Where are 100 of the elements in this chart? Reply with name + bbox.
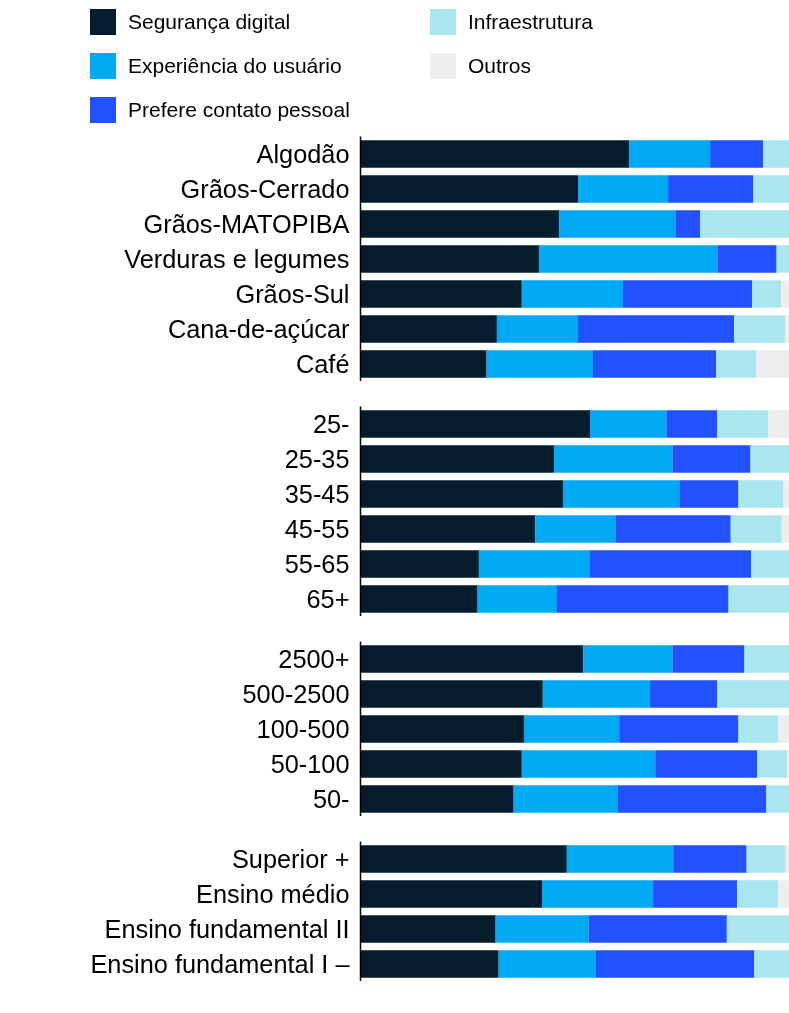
bar bbox=[655, 750, 758, 778]
bar bbox=[538, 245, 718, 273]
bar bbox=[617, 785, 767, 813]
legend-label: Segurança digital bbox=[128, 9, 291, 35]
bar bbox=[486, 350, 594, 378]
bar bbox=[360, 445, 554, 473]
bar bbox=[619, 715, 739, 743]
bar bbox=[783, 480, 789, 508]
bar bbox=[717, 680, 789, 708]
bar bbox=[679, 480, 739, 508]
y-tick-label: 65+ bbox=[306, 585, 350, 613]
bar bbox=[781, 515, 789, 543]
y-tick-label: Ensino fundamental I – bbox=[90, 950, 351, 978]
bar bbox=[360, 175, 578, 203]
bar bbox=[590, 410, 667, 438]
bar bbox=[496, 315, 578, 343]
bar bbox=[596, 950, 755, 978]
bar bbox=[778, 715, 789, 743]
bar bbox=[498, 950, 597, 978]
bar bbox=[521, 750, 656, 778]
bar bbox=[738, 480, 784, 508]
bar bbox=[785, 315, 789, 343]
bar bbox=[360, 410, 591, 438]
bar bbox=[360, 680, 543, 708]
bar bbox=[623, 280, 753, 308]
y-tick-label: 55-65 bbox=[284, 550, 350, 578]
y-tick-label: Grãos-Sul bbox=[235, 280, 350, 308]
bar bbox=[776, 245, 789, 273]
bar bbox=[523, 715, 620, 743]
y-tick-label: 25- bbox=[312, 410, 350, 438]
bar bbox=[768, 410, 789, 438]
bar bbox=[583, 645, 673, 673]
bar bbox=[521, 280, 624, 308]
y-tick-label: 50-100 bbox=[270, 750, 350, 778]
bar bbox=[566, 845, 674, 873]
y-tick-label: 500-2500 bbox=[242, 680, 350, 708]
bar bbox=[542, 680, 651, 708]
bar bbox=[629, 140, 711, 168]
y-tick-label: 45-55 bbox=[284, 515, 350, 543]
bar bbox=[360, 210, 560, 238]
bar bbox=[746, 845, 786, 873]
bar bbox=[673, 845, 747, 873]
bar bbox=[360, 550, 479, 578]
y-tick-label: Verduras e legumes bbox=[124, 245, 350, 273]
bar bbox=[360, 880, 542, 908]
bar bbox=[478, 550, 591, 578]
bar bbox=[360, 585, 478, 613]
bar bbox=[360, 280, 522, 308]
bar bbox=[672, 645, 745, 673]
bar bbox=[360, 645, 584, 673]
bar bbox=[738, 715, 779, 743]
bar bbox=[650, 680, 718, 708]
y-tick-label: Algodão bbox=[256, 140, 350, 168]
bar bbox=[578, 175, 669, 203]
bar bbox=[360, 950, 499, 978]
bar bbox=[716, 350, 757, 378]
y-tick-label: 50- bbox=[312, 785, 350, 813]
bar bbox=[541, 880, 654, 908]
bar bbox=[726, 915, 789, 943]
bar bbox=[360, 245, 539, 273]
bar bbox=[535, 515, 616, 543]
bar bbox=[562, 480, 680, 508]
bar bbox=[360, 750, 522, 778]
bar bbox=[360, 350, 487, 378]
bar bbox=[553, 445, 673, 473]
bar bbox=[360, 785, 514, 813]
y-tick-label: Grãos-Cerrado bbox=[180, 175, 350, 203]
bar bbox=[360, 515, 536, 543]
bar bbox=[737, 880, 779, 908]
bar bbox=[559, 210, 676, 238]
bar bbox=[360, 140, 630, 168]
y-tick-label: Café bbox=[296, 350, 350, 378]
bar bbox=[710, 140, 764, 168]
bar bbox=[593, 350, 717, 378]
bar bbox=[360, 480, 563, 508]
bar bbox=[730, 515, 782, 543]
y-tick-label: Ensino médio bbox=[196, 880, 350, 908]
bar bbox=[668, 175, 754, 203]
legend-label: Infraestrutura bbox=[468, 9, 593, 35]
legend-label: Experiência do usuário bbox=[128, 53, 342, 79]
y-tick-label: Superior + bbox=[231, 845, 350, 873]
legend-label: Outros bbox=[468, 53, 532, 79]
bar bbox=[556, 585, 729, 613]
y-tick-label: 2500+ bbox=[278, 645, 350, 673]
y-tick-label: 35-45 bbox=[284, 480, 350, 508]
bar bbox=[495, 915, 589, 943]
bar bbox=[360, 845, 567, 873]
bar bbox=[477, 585, 557, 613]
bar bbox=[675, 210, 701, 238]
y-tick-label: 25-35 bbox=[284, 445, 350, 473]
legend-label: Prefere contato pessoal bbox=[128, 97, 350, 123]
bar bbox=[785, 845, 789, 873]
bar bbox=[360, 315, 497, 343]
bar bbox=[778, 880, 789, 908]
bar bbox=[615, 515, 731, 543]
bar bbox=[590, 550, 752, 578]
bar bbox=[757, 750, 788, 778]
bar bbox=[728, 585, 789, 613]
bar bbox=[753, 175, 789, 203]
bar bbox=[700, 210, 789, 238]
